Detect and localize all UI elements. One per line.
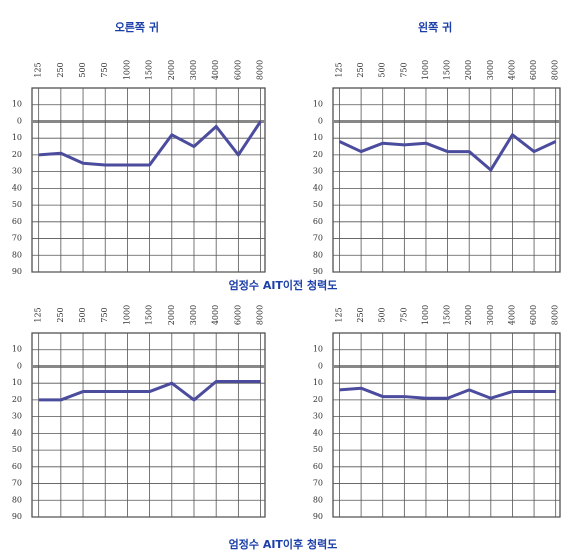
x-tick-label: 4000: [507, 60, 516, 80]
y-tick-label: 90: [12, 512, 22, 521]
y-tick-label: 60: [313, 217, 323, 226]
y-tick-label: 80: [12, 250, 22, 259]
x-tick-label: 125: [34, 307, 43, 322]
y-tick-label: 10: [313, 378, 323, 387]
x-tick-label: 1500: [145, 60, 154, 80]
x-tick-label: 250: [56, 307, 65, 322]
x-tick-label: 250: [56, 62, 65, 77]
x-tick-label: 750: [100, 307, 109, 322]
x-tick-label: 750: [100, 62, 109, 77]
y-tick-label: 0: [17, 116, 22, 125]
y-tick-label: 50: [12, 200, 22, 209]
data-line: [38, 380, 261, 402]
y-tick-label: 90: [313, 512, 323, 521]
y-tick-label: 50: [313, 445, 323, 454]
y-tick-label: 40: [12, 183, 22, 192]
data-line: [38, 120, 262, 167]
x-tick-label: 250: [356, 62, 365, 77]
x-tick-label: 500: [378, 62, 387, 77]
y-tick-label: 0: [318, 361, 323, 370]
y-tick-label: 10: [313, 345, 323, 354]
x-tick-label: 1000: [122, 305, 131, 325]
x-tick-label: 1000: [421, 305, 430, 325]
y-tick-label: 50: [12, 445, 22, 454]
y-tick-label: 10: [12, 133, 22, 142]
x-tick-label: 500: [78, 62, 87, 77]
y-tick-label: 30: [12, 167, 22, 176]
y-tick-label: 30: [12, 412, 22, 421]
x-tick-label: 125: [334, 62, 343, 77]
x-tick-label: 6000: [529, 305, 538, 325]
x-tick-label: 4000: [507, 305, 516, 325]
y-tick-label: 10: [12, 345, 22, 354]
caption: 엄정수 AIT이전 청력도: [229, 278, 338, 292]
y-tick-label: 60: [12, 462, 22, 471]
x-tick-label: 750: [399, 62, 408, 77]
x-tick-label: 125: [334, 307, 343, 322]
y-tick-label: 70: [313, 234, 323, 243]
x-tick-label: 500: [378, 307, 387, 322]
y-tick-label: 10: [313, 100, 323, 109]
x-tick-label: 8000: [256, 60, 265, 80]
x-tick-label: 125: [34, 62, 43, 77]
data-line: [338, 133, 557, 172]
y-tick-label: 30: [313, 412, 323, 421]
x-tick-label: 6000: [529, 60, 538, 80]
y-tick-label: 0: [318, 116, 323, 125]
x-tick-label: 1000: [122, 60, 131, 80]
x-tick-label: 2000: [167, 60, 176, 80]
y-tick-label: 10: [12, 100, 22, 109]
y-tick-label: 70: [12, 234, 22, 243]
x-tick-label: 3000: [486, 60, 495, 80]
y-tick-label: 80: [313, 495, 323, 504]
y-tick-label: 20: [12, 150, 22, 159]
y-tick-label: 10: [313, 133, 323, 142]
x-tick-label: 250: [356, 307, 365, 322]
y-tick-label: 20: [313, 150, 323, 159]
x-tick-label: 6000: [233, 305, 242, 325]
x-tick-label: 1500: [145, 305, 154, 325]
y-tick-label: 30: [313, 167, 323, 176]
x-tick-label: 8000: [551, 305, 560, 325]
y-tick-label: 60: [12, 217, 22, 226]
x-tick-label: 1500: [443, 305, 452, 325]
y-tick-label: 70: [12, 479, 22, 488]
x-tick-label: 2000: [464, 305, 473, 325]
x-tick-label: 4000: [211, 305, 220, 325]
x-tick-label: 3000: [189, 60, 198, 80]
x-tick-label: 2000: [167, 305, 176, 325]
y-tick-label: 50: [313, 200, 323, 209]
chart-title: 왼쪽 귀: [418, 20, 452, 34]
x-tick-label: 4000: [211, 60, 220, 80]
y-tick-label: 10: [12, 378, 22, 387]
y-tick-label: 80: [12, 495, 22, 504]
x-tick-label: 1500: [443, 60, 452, 80]
y-tick-label: 20: [313, 395, 323, 404]
y-tick-label: 0: [17, 361, 22, 370]
x-tick-label: 750: [399, 307, 408, 322]
y-tick-label: 40: [313, 183, 323, 192]
y-tick-label: 40: [12, 428, 22, 437]
x-tick-label: 8000: [551, 60, 560, 80]
chart-title: 오른쪽 귀: [115, 20, 159, 34]
y-tick-label: 80: [313, 250, 323, 259]
y-tick-label: 90: [12, 267, 22, 276]
y-tick-label: 60: [313, 462, 323, 471]
y-tick-label: 40: [313, 428, 323, 437]
y-tick-label: 20: [12, 395, 22, 404]
y-tick-label: 70: [313, 479, 323, 488]
x-tick-label: 3000: [189, 305, 198, 325]
x-tick-label: 8000: [256, 305, 265, 325]
x-tick-label: 1000: [421, 60, 430, 80]
caption: 엄정수 AIT이후 청력도: [229, 537, 338, 551]
x-tick-label: 500: [78, 307, 87, 322]
x-tick-label: 3000: [486, 305, 495, 325]
data-line: [339, 386, 556, 400]
x-tick-label: 2000: [464, 60, 473, 80]
x-tick-label: 6000: [233, 60, 242, 80]
y-tick-label: 90: [313, 267, 323, 276]
